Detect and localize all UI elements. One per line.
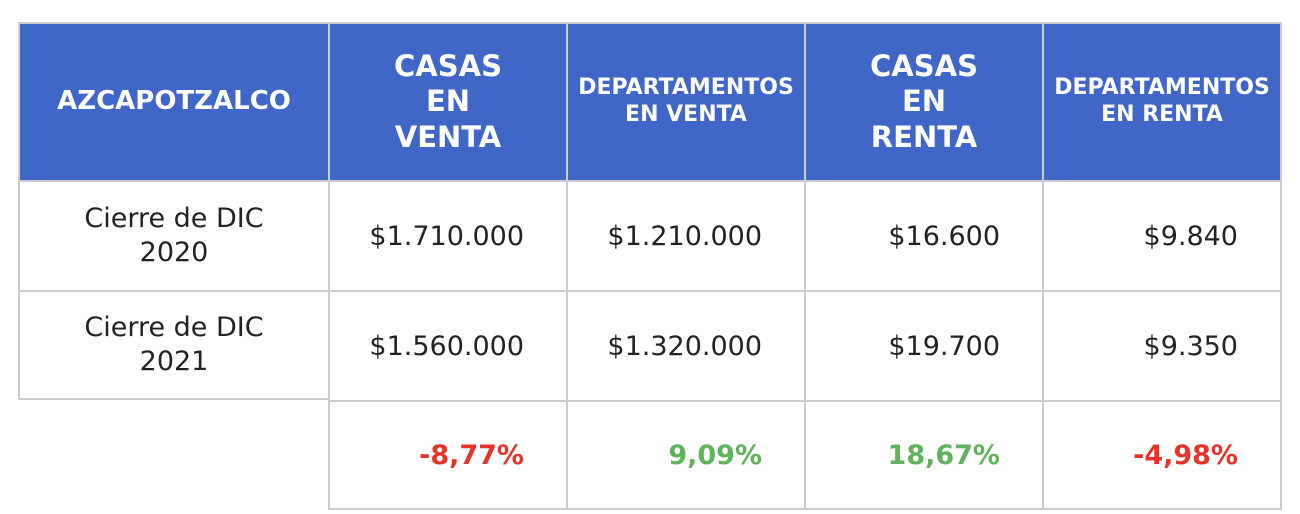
cell-2021-departamentos-venta: $1.320.000 [566,290,806,402]
cell-2021-departamentos-renta: $9.350 [1042,290,1282,402]
change-departamentos-venta: 9,09% [566,400,806,510]
row-label-2021: Cierre de DIC 2021 [18,290,330,400]
header-casas-renta: CASAS EN RENTA [804,22,1044,182]
change-casas-venta: -8,77% [328,400,568,510]
cell-2020-casas-renta: $16.600 [804,180,1044,292]
header-district: AZCAPOTZALCO [18,22,330,182]
cell-2020-departamentos-renta: $9.840 [1042,180,1282,292]
cell-2021-casas-renta: $19.700 [804,290,1044,402]
row-label-2020: Cierre de DIC 2020 [18,180,330,292]
header-departamentos-renta: DEPARTAMENTOS EN RENTA [1042,22,1282,182]
change-departamentos-renta: -4,98% [1042,400,1282,510]
header-casas-venta: CASAS EN VENTA [328,22,568,182]
cell-2020-departamentos-venta: $1.210.000 [566,180,806,292]
change-casas-renta: 18,67% [804,400,1044,510]
cell-2020-casas-venta: $1.710.000 [328,180,568,292]
cell-2021-casas-venta: $1.560.000 [328,290,568,402]
header-departamentos-venta: DEPARTAMENTOS EN VENTA [566,22,806,182]
